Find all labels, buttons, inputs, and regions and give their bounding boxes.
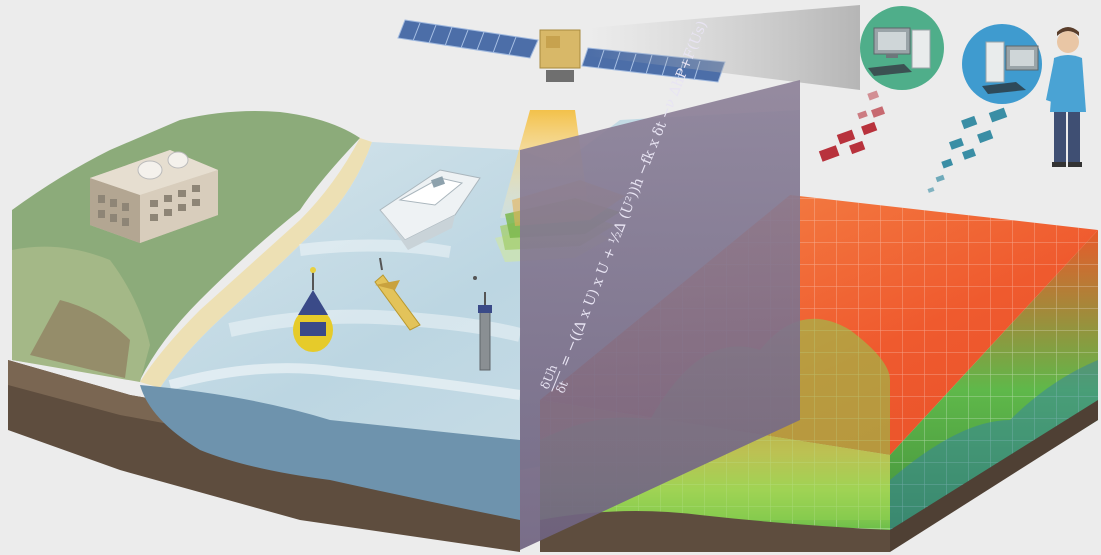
- computer-workstation-icon: [962, 24, 1042, 104]
- data-packets-teal: [927, 107, 1008, 193]
- glider-icon: [374, 257, 421, 331]
- observatory-building-icon: [90, 150, 218, 243]
- data-packets-red: [818, 90, 886, 162]
- equation-lhs-bottom: δt: [553, 379, 571, 396]
- satellite-dish-icon: [137, 160, 163, 180]
- sandy-shoreline: [140, 138, 372, 388]
- profiling-float-icon: [473, 276, 492, 371]
- equation-equals: =: [557, 352, 576, 369]
- ship-icon: [379, 169, 481, 250]
- satellite-dish-icon: [167, 151, 189, 169]
- downlink-beam: [588, 5, 860, 90]
- buoy-icon: [293, 267, 333, 352]
- person-icon: [1046, 27, 1086, 167]
- computer-workstation-icon: [860, 6, 944, 90]
- cliff-face: [30, 300, 130, 378]
- deep-water-section: [140, 385, 520, 520]
